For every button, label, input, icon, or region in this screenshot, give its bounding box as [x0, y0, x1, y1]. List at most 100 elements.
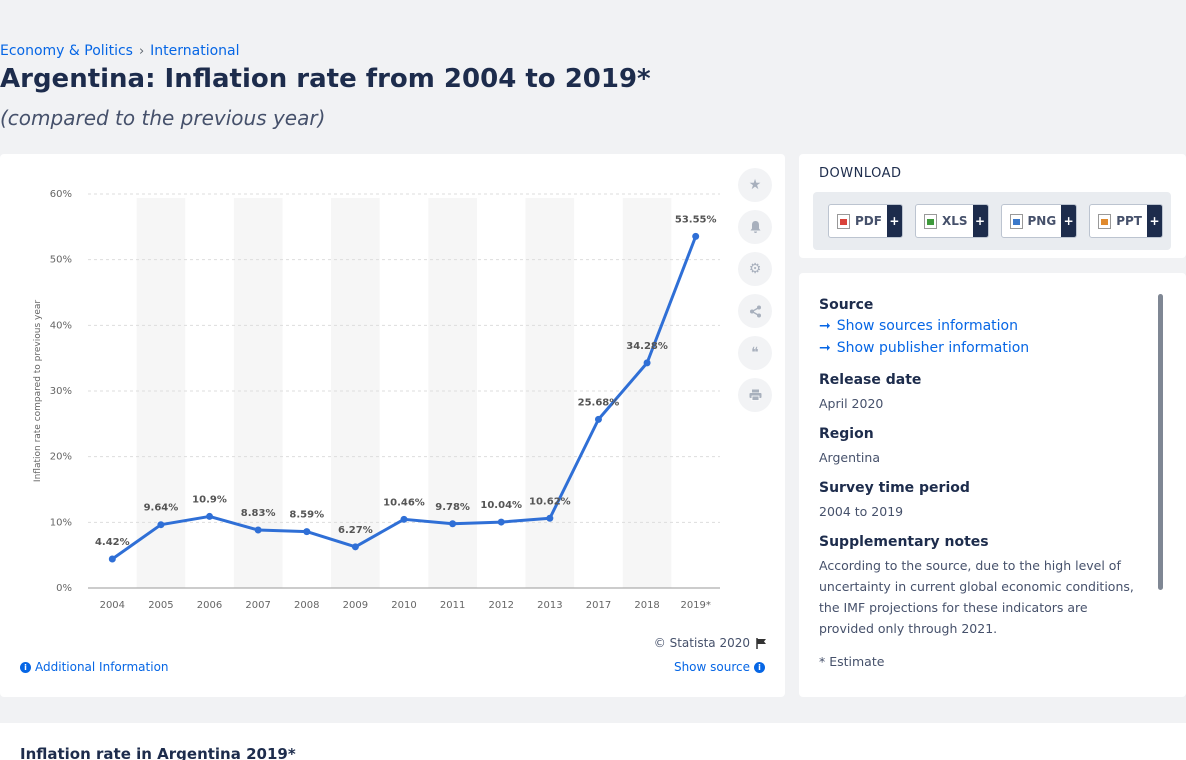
breadcrumb-economy-link[interactable]: Economy & Politics [0, 43, 133, 59]
source-label: Source [819, 297, 874, 313]
x-tick-label: 2009 [343, 600, 368, 611]
x-tick-label: 2012 [489, 600, 514, 611]
additional-information-label: Additional Information [35, 660, 169, 674]
data-point [449, 520, 457, 528]
y-tick-label: 60% [50, 189, 72, 200]
download-ppt-label: PPT [1116, 214, 1142, 228]
favorite-star-icon[interactable]: ★ [738, 168, 772, 202]
plus-icon: + [972, 205, 988, 237]
data-label: 9.78% [435, 502, 470, 513]
data-point [692, 232, 700, 240]
show-sources-link[interactable]: ➞ Show sources information [819, 318, 1139, 334]
plus-icon: + [1061, 205, 1077, 237]
breadcrumb: Economy & Politics › International [0, 43, 240, 59]
download-pdf-label: PDF [855, 214, 882, 228]
data-point [303, 528, 311, 536]
info-scrollbar[interactable] [1158, 294, 1163, 590]
settings-gear-icon[interactable]: ⚙ [738, 252, 772, 286]
x-tick-label: 2007 [245, 600, 270, 611]
survey-period-value: 2004 to 2019 [819, 504, 904, 519]
chart-card: 0% 10% 20% 30% 40% 50% 60% Inflation rate compa… [0, 154, 785, 697]
x-tick-label: 2006 [197, 600, 222, 611]
download-png-button[interactable]: PNG + [1000, 204, 1078, 238]
show-source-link[interactable]: Show source i [674, 660, 765, 674]
next-section-card: Inflation rate in Argentina 2019* [0, 723, 1186, 760]
column-band [622, 198, 672, 588]
plus-icon: + [1146, 205, 1162, 237]
info-scroll-area[interactable]: Source ➞ Show sources information ➞ Show p… [819, 297, 1139, 681]
statistic-info-card: Source ➞ Show sources information ➞ Show p… [799, 273, 1186, 697]
page-subtitle: (compared to the previous year) [0, 106, 326, 130]
data-point [108, 555, 116, 563]
x-tick-label: 2018 [634, 600, 659, 611]
column-band [136, 198, 186, 588]
data-label: 25.68% [578, 397, 620, 408]
region-value: Argentina [819, 450, 880, 465]
data-label: 10.9% [192, 494, 227, 505]
y-tick-label: 30% [50, 386, 72, 397]
show-publisher-label: Show publisher information [836, 340, 1030, 356]
x-tick-label: 2005 [148, 600, 173, 611]
png-file-icon [1009, 213, 1023, 229]
data-point [497, 518, 505, 526]
supplementary-notes-value: According to the source, due to the high… [819, 558, 1134, 636]
download-card: DOWNLOAD PDF + XLS + PNG + PPT + [799, 154, 1186, 258]
data-point [643, 359, 651, 367]
share-icon[interactable] [738, 294, 772, 328]
cite-quote-icon[interactable]: ❝ [738, 336, 772, 370]
survey-period-label: Survey time period [819, 480, 970, 496]
plus-icon: + [886, 205, 902, 237]
arrow-right-icon: ➞ [819, 318, 831, 334]
page-title: Argentina: Inflation rate from 2004 to 2… [0, 64, 651, 94]
x-tick-label: 2011 [440, 600, 465, 611]
data-point [594, 415, 602, 423]
copyright: © Statista 2020 [654, 636, 767, 650]
info-icon: i [754, 661, 765, 673]
show-publisher-link[interactable]: ➞ Show publisher information [819, 340, 1139, 356]
release-date-value: April 2020 [819, 396, 884, 411]
data-label: 4.42% [95, 537, 130, 548]
data-point [157, 521, 165, 529]
chart-actions: ★ ⚙ ❝ [738, 168, 772, 420]
data-point [254, 526, 262, 534]
y-tick-label: 20% [50, 452, 72, 463]
breadcrumb-international-link[interactable]: International [150, 43, 240, 59]
y-tick-label: 10% [50, 517, 72, 528]
copyright-text: © Statista 2020 [653, 636, 750, 650]
inflation-line-chart: 0% 10% 20% 30% 40% 50% 60% Inflation rate compa… [33, 189, 720, 611]
supplementary-notes-label: Supplementary notes [819, 534, 989, 550]
data-point [351, 543, 359, 551]
x-tick-label: 2017 [586, 600, 611, 611]
x-tick-label: 2010 [391, 600, 416, 611]
data-label: 34.28% [626, 341, 668, 352]
column-band [233, 198, 283, 588]
y-tick-label: 50% [50, 255, 72, 266]
arrow-right-icon: ➞ [819, 340, 831, 356]
column-band [525, 198, 575, 588]
data-label: 8.59% [289, 510, 324, 521]
column-band [331, 198, 380, 588]
y-tick-label: 0% [56, 583, 72, 594]
notification-bell-icon[interactable] [738, 210, 772, 244]
show-sources-label: Show sources information [836, 318, 1018, 334]
print-icon[interactable] [738, 378, 772, 412]
x-tick-label: 2008 [294, 600, 319, 611]
y-axis-label: Inflation rate compared to previous year [33, 300, 43, 482]
x-tick-label: 2019* [680, 600, 710, 611]
estimate-footnote: * Estimate [819, 654, 885, 669]
additional-information-link[interactable]: i Additional Information [20, 660, 169, 674]
data-point [206, 512, 214, 520]
pdf-file-icon [837, 213, 850, 229]
download-ppt-button[interactable]: PPT + [1089, 204, 1163, 238]
download-xls-button[interactable]: XLS + [914, 204, 989, 238]
column-band [428, 198, 477, 588]
release-date-label: Release date [819, 372, 922, 388]
y-tick-label: 40% [50, 320, 72, 331]
flag-icon[interactable] [756, 637, 767, 649]
breadcrumb-separator: › [138, 43, 145, 59]
download-png-label: PNG [1027, 214, 1057, 228]
download-heading: DOWNLOAD [819, 166, 902, 181]
data-label: 9.64% [144, 503, 179, 514]
data-label: 6.27% [338, 525, 373, 536]
download-pdf-button[interactable]: PDF + [828, 204, 903, 238]
